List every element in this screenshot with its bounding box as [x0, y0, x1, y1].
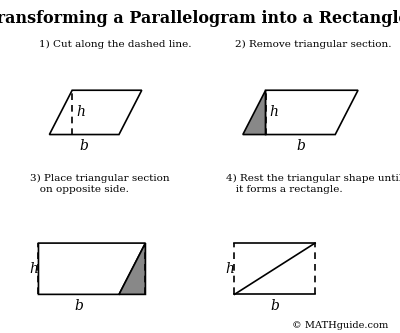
Polygon shape [38, 243, 146, 294]
Polygon shape [266, 90, 358, 135]
Text: b: b [80, 139, 89, 153]
Text: 1) Cut along the dashed line.: 1) Cut along the dashed line. [39, 40, 192, 49]
Text: Transforming a Parallelogram into a Rectangle.: Transforming a Parallelogram into a Rect… [0, 10, 400, 27]
Text: h: h [76, 105, 85, 120]
Polygon shape [49, 90, 142, 135]
Text: h: h [270, 105, 278, 120]
Text: b: b [74, 299, 83, 313]
Text: 3) Place triangular section
   on opposite side.: 3) Place triangular section on opposite … [30, 174, 169, 194]
Text: © MATHguide.com: © MATHguide.com [292, 321, 388, 330]
Polygon shape [119, 243, 146, 294]
Text: b: b [296, 139, 305, 153]
Polygon shape [243, 90, 266, 135]
Text: 4) Rest the triangular shape until
   it forms a rectangle.: 4) Rest the triangular shape until it fo… [226, 174, 400, 194]
Text: h: h [226, 262, 234, 276]
Text: h: h [30, 262, 38, 276]
Text: 2) Remove triangular section.: 2) Remove triangular section. [235, 40, 392, 49]
Text: b: b [270, 299, 279, 313]
